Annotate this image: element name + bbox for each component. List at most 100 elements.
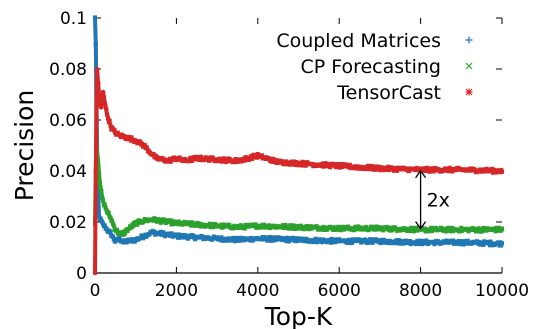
data-point <box>133 237 138 243</box>
data-point <box>459 240 464 245</box>
data-point <box>459 167 464 172</box>
data-point <box>113 130 118 135</box>
data-point <box>157 231 163 236</box>
data-point <box>98 105 104 110</box>
legend-marker-x-icon <box>465 62 473 70</box>
data-point <box>296 161 301 166</box>
series-layer <box>92 15 505 276</box>
series-coupled-matrices <box>92 15 505 248</box>
data-point <box>117 236 122 241</box>
data-point <box>100 89 106 95</box>
data-point <box>255 236 260 241</box>
arrow-head-up <box>415 169 427 179</box>
data-point <box>255 223 260 228</box>
x-axis-title: Top-K <box>264 302 333 329</box>
legend-label: CP Forecasting <box>300 56 441 78</box>
y-tick-label: 0 <box>76 264 87 284</box>
data-point <box>377 226 383 231</box>
data-point <box>93 41 99 46</box>
y-axis-title: Precision <box>10 90 39 202</box>
data-point <box>174 221 179 226</box>
data-point <box>141 233 146 239</box>
data-point <box>125 238 130 244</box>
data-point <box>174 233 179 239</box>
data-point <box>166 158 171 163</box>
ratio-annotation: 2x <box>415 169 450 230</box>
data-point <box>92 15 98 21</box>
data-point <box>235 158 240 163</box>
x-tick-label: 0 <box>90 281 101 301</box>
legend-label: Coupled Matrices <box>276 30 441 52</box>
data-point <box>125 135 130 141</box>
data-point <box>103 102 108 107</box>
data-point <box>100 199 106 204</box>
data-point <box>149 230 155 235</box>
data-point <box>459 227 464 232</box>
data-point <box>117 231 122 236</box>
data-point <box>117 133 122 138</box>
data-point <box>337 226 342 231</box>
legend: Coupled Matrices CP Forecasting TensorCast <box>276 30 473 104</box>
legend-item: TensorCast <box>336 82 473 104</box>
data-point <box>105 209 110 214</box>
data-point <box>194 235 199 240</box>
data-point <box>214 236 220 241</box>
data-point <box>105 112 110 118</box>
data-point <box>418 240 423 245</box>
data-point <box>113 227 118 232</box>
data-point <box>133 221 138 226</box>
annotation-label: 2x <box>427 190 450 212</box>
data-point <box>235 237 240 243</box>
data-point <box>337 238 342 244</box>
data-point <box>153 156 159 161</box>
data-point <box>157 218 163 223</box>
data-point <box>377 238 383 244</box>
data-point <box>149 217 155 222</box>
arrow-head-down <box>415 221 427 230</box>
data-point <box>275 159 281 165</box>
data-point <box>141 218 146 223</box>
data-point <box>109 232 114 237</box>
data-point <box>94 66 100 72</box>
axes: 0 0.02 0.04 0.06 0.08 0.1 0 2000 4000 6000 8000 100… <box>49 9 529 301</box>
data-point <box>125 227 130 232</box>
data-point <box>121 231 126 236</box>
data-point <box>377 166 383 171</box>
data-point <box>141 143 146 148</box>
x-tick-label: 10000 <box>475 281 529 301</box>
legend-label: TensorCast <box>336 82 441 104</box>
legend-marker-plus-icon <box>465 36 473 44</box>
data-point <box>214 223 220 228</box>
data-point <box>499 241 505 246</box>
data-point <box>93 168 99 174</box>
x-tick-label: 2000 <box>155 281 198 301</box>
data-point <box>105 227 110 232</box>
x-tick-label: 6000 <box>318 281 361 301</box>
legend-item: CP Forecasting <box>300 56 473 78</box>
data-point <box>96 92 102 97</box>
data-point <box>214 157 220 162</box>
data-point <box>97 181 103 186</box>
data-point <box>235 224 240 230</box>
data-point <box>499 227 505 232</box>
y-tick-label: 0.04 <box>49 162 87 182</box>
y-tick-label: 0.08 <box>49 60 87 80</box>
data-point <box>174 156 179 161</box>
data-point <box>255 153 260 158</box>
annotations: 2x <box>415 169 450 230</box>
data-point <box>182 158 187 163</box>
data-point <box>499 168 505 174</box>
legend-item: Coupled Matrices <box>276 30 473 52</box>
data-point <box>109 125 114 130</box>
data-point <box>109 217 114 222</box>
x-tick-label: 4000 <box>236 281 279 301</box>
y-tick-label: 0.02 <box>49 213 87 233</box>
data-point <box>337 163 342 169</box>
data-point <box>96 214 102 220</box>
data-point <box>121 240 126 245</box>
data-point <box>100 222 106 227</box>
y-tick-label: 0.1 <box>60 9 87 29</box>
data-point <box>92 270 98 276</box>
data-point <box>133 138 138 143</box>
